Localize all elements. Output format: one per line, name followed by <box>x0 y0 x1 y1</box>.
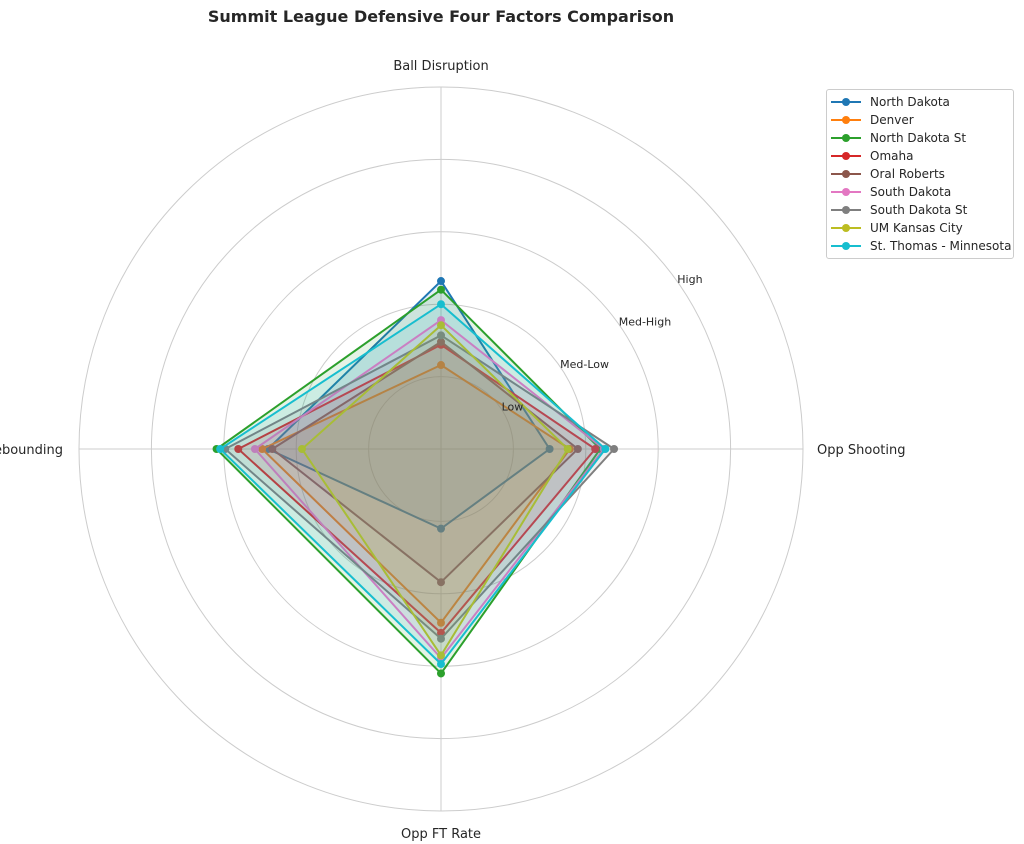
legend-item: UM Kansas City <box>827 219 1013 237</box>
data-point <box>250 445 259 453</box>
legend-label: South Dakota St <box>870 203 968 217</box>
legend-marker-icon <box>831 97 861 107</box>
data-point <box>437 277 445 286</box>
data-point <box>437 337 445 346</box>
legend-label: St. Thomas - Minnesota <box>870 239 1012 253</box>
legend-marker-icon <box>831 151 861 161</box>
data-point <box>437 578 445 587</box>
legend-marker-icon <box>831 187 861 197</box>
legend-marker-icon <box>831 241 861 251</box>
legend-marker-icon <box>831 223 861 233</box>
legend-item: North Dakota <box>827 93 1013 111</box>
legend-item: Oral Roberts <box>827 165 1013 183</box>
series-st-thomas-minnesota <box>218 302 607 666</box>
data-point <box>437 651 445 660</box>
legend: North Dakota Denver North Dakota St Omaha Or… <box>826 89 1014 259</box>
data-point <box>268 445 277 453</box>
legend-label: North Dakota <box>870 95 950 109</box>
data-point <box>437 321 445 330</box>
axis-label: Opp Shooting <box>817 443 905 458</box>
data-point <box>437 634 445 643</box>
data-point <box>573 445 582 453</box>
axis-label: Def Rebounding <box>0 443 63 458</box>
data-point <box>610 445 619 453</box>
legend-marker-icon <box>831 169 861 179</box>
data-point <box>437 285 445 294</box>
data-point <box>437 628 445 637</box>
legend-marker-icon <box>831 205 861 215</box>
data-point <box>437 660 445 669</box>
axis-label: Ball Disruption <box>393 59 488 74</box>
chart-title: Summit League Defensive Four Factors Com… <box>208 7 674 26</box>
data-point <box>437 361 445 370</box>
legend-marker-icon <box>831 133 861 143</box>
data-point <box>234 445 243 453</box>
legend-label: Oral Roberts <box>870 167 945 181</box>
ring-label: Med-High <box>619 315 672 328</box>
data-point <box>437 618 445 627</box>
data-point <box>258 445 267 453</box>
legend-item: South Dakota <box>827 183 1013 201</box>
data-point <box>297 445 306 453</box>
legend-label: Omaha <box>870 149 914 163</box>
data-point <box>601 445 610 453</box>
legend-label: South Dakota <box>870 185 952 199</box>
legend-item: Omaha <box>827 147 1013 165</box>
legend-label: UM Kansas City <box>870 221 963 235</box>
legend-label: North Dakota St <box>870 131 967 145</box>
data-point <box>437 669 445 678</box>
legend-item: St. Thomas - Minnesota <box>827 237 1013 255</box>
ring-label: High <box>677 273 702 286</box>
ring-label: Med-Low <box>560 358 609 371</box>
legend-label: Denver <box>870 113 914 127</box>
data-point <box>545 445 554 453</box>
data-point <box>437 331 445 340</box>
legend-item: South Dakota St <box>827 201 1013 219</box>
data-point <box>437 524 445 533</box>
data-point <box>591 445 600 453</box>
data-point <box>563 445 572 453</box>
axis-label: Opp FT Rate <box>401 827 481 842</box>
data-point <box>216 445 225 453</box>
ring-label: Low <box>502 400 524 413</box>
legend-item: Denver <box>827 111 1013 129</box>
data-point <box>437 300 445 309</box>
legend-item: North Dakota St <box>827 129 1013 147</box>
legend-marker-icon <box>831 115 861 125</box>
